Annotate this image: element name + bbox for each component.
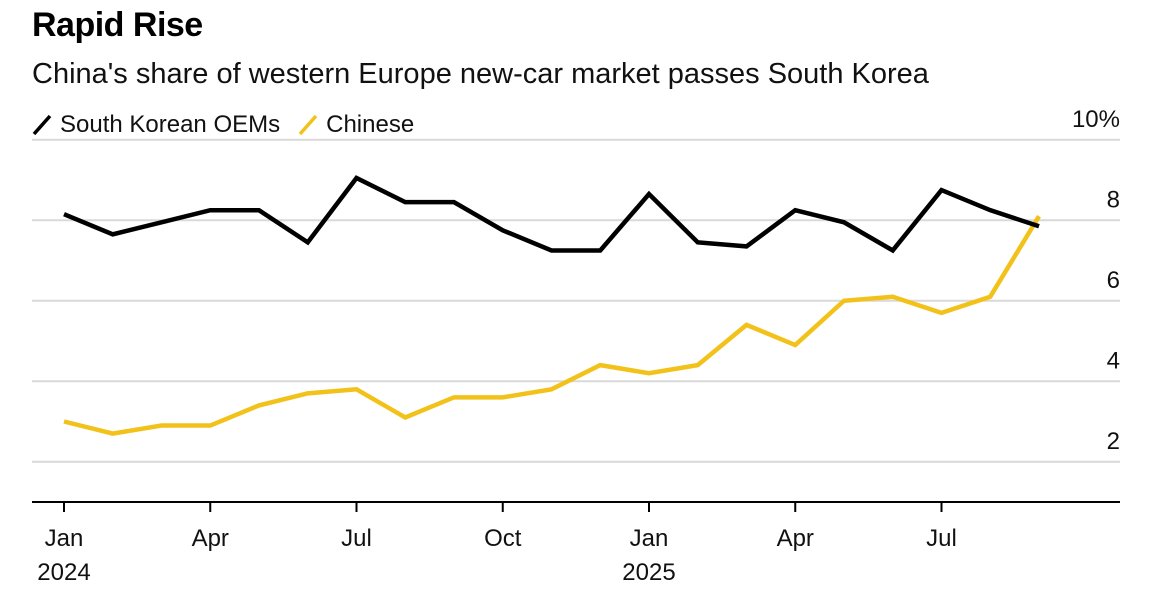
data-point-south-korea-11 — [598, 248, 602, 252]
data-point-chinese-18 — [940, 311, 944, 315]
data-point-chinese-10 — [550, 387, 554, 391]
data-point-chinese-6 — [355, 387, 359, 391]
data-point-south-korea-2 — [160, 220, 164, 224]
data-point-south-korea-1 — [111, 232, 115, 236]
data-point-south-korea-20 — [1037, 224, 1041, 228]
legend-label-chinese: Chinese — [326, 111, 415, 138]
y-tick-label-8: 8 — [1107, 186, 1120, 213]
data-point-chinese-8 — [452, 395, 456, 399]
data-point-chinese-5 — [306, 391, 310, 395]
x-tick-label-3: Apr — [192, 525, 229, 552]
series-line-chinese — [63, 215, 1041, 436]
data-point-south-korea-15 — [793, 208, 797, 212]
data-point-chinese-12 — [647, 371, 651, 375]
chart-title: Rapid Rise — [32, 6, 203, 44]
legend-item-south-korea: South Korean OEMs — [32, 111, 280, 139]
data-point-south-korea-14 — [745, 244, 749, 248]
data-point-chinese-0 — [62, 420, 66, 424]
data-point-chinese-20 — [1037, 214, 1041, 218]
data-point-south-korea-18 — [940, 188, 944, 192]
data-point-south-korea-3 — [208, 208, 212, 212]
data-point-chinese-2 — [160, 424, 164, 428]
legend-label-south-korea: South Korean OEMs — [60, 111, 281, 138]
y-tick-label-2: 2 — [1107, 428, 1120, 455]
data-point-south-korea-8 — [452, 200, 456, 204]
data-point-chinese-11 — [598, 363, 602, 367]
series-line-south-korea — [63, 175, 1040, 254]
data-point-chinese-17 — [891, 295, 895, 299]
x-tick-year-0: 2024 — [37, 559, 90, 586]
data-point-chinese-19 — [988, 295, 992, 299]
data-point-south-korea-4 — [257, 208, 261, 212]
data-point-south-korea-9 — [501, 228, 505, 232]
x-tick-label-9: Oct — [484, 525, 522, 552]
x-tick-label-15: Apr — [777, 525, 814, 552]
data-point-south-korea-16 — [842, 220, 846, 224]
x-tick-label-6: Jul — [341, 525, 372, 552]
data-point-chinese-13 — [696, 363, 700, 367]
data-point-south-korea-5 — [306, 240, 310, 244]
x-tick-label-0: Jan — [45, 525, 84, 552]
data-point-chinese-1 — [111, 432, 115, 436]
legend-item-chinese: Chinese — [298, 111, 414, 139]
data-point-south-korea-17 — [891, 248, 895, 252]
data-point-south-korea-7 — [403, 200, 407, 204]
y-tick-label-10: 10% — [1072, 106, 1120, 133]
data-point-chinese-14 — [745, 323, 749, 327]
data-point-south-korea-6 — [355, 176, 359, 180]
data-point-chinese-4 — [257, 403, 261, 407]
x-tick-label-18: Jul — [926, 525, 957, 552]
data-point-south-korea-19 — [988, 208, 992, 212]
chart-subtitle: China's share of western Europe new-car … — [32, 58, 929, 90]
legend: South Korean OEMs Chinese — [32, 110, 432, 140]
y-tick-label-6: 6 — [1107, 267, 1120, 294]
x-tick-label-12: Jan — [630, 525, 669, 552]
y-tick-label-4: 4 — [1107, 347, 1120, 374]
data-point-south-korea-10 — [550, 248, 554, 252]
data-point-south-korea-0 — [62, 212, 66, 216]
data-point-chinese-9 — [501, 395, 505, 399]
legend-swatch-south-korea — [32, 114, 52, 136]
x-tick-year-12: 2025 — [622, 559, 675, 586]
data-point-south-korea-13 — [696, 240, 700, 244]
data-point-chinese-16 — [842, 299, 846, 303]
data-point-south-korea-12 — [647, 192, 651, 196]
data-point-chinese-7 — [403, 415, 407, 419]
legend-swatch-chinese — [298, 114, 318, 136]
data-point-chinese-3 — [208, 424, 212, 428]
data-point-chinese-15 — [793, 343, 797, 347]
